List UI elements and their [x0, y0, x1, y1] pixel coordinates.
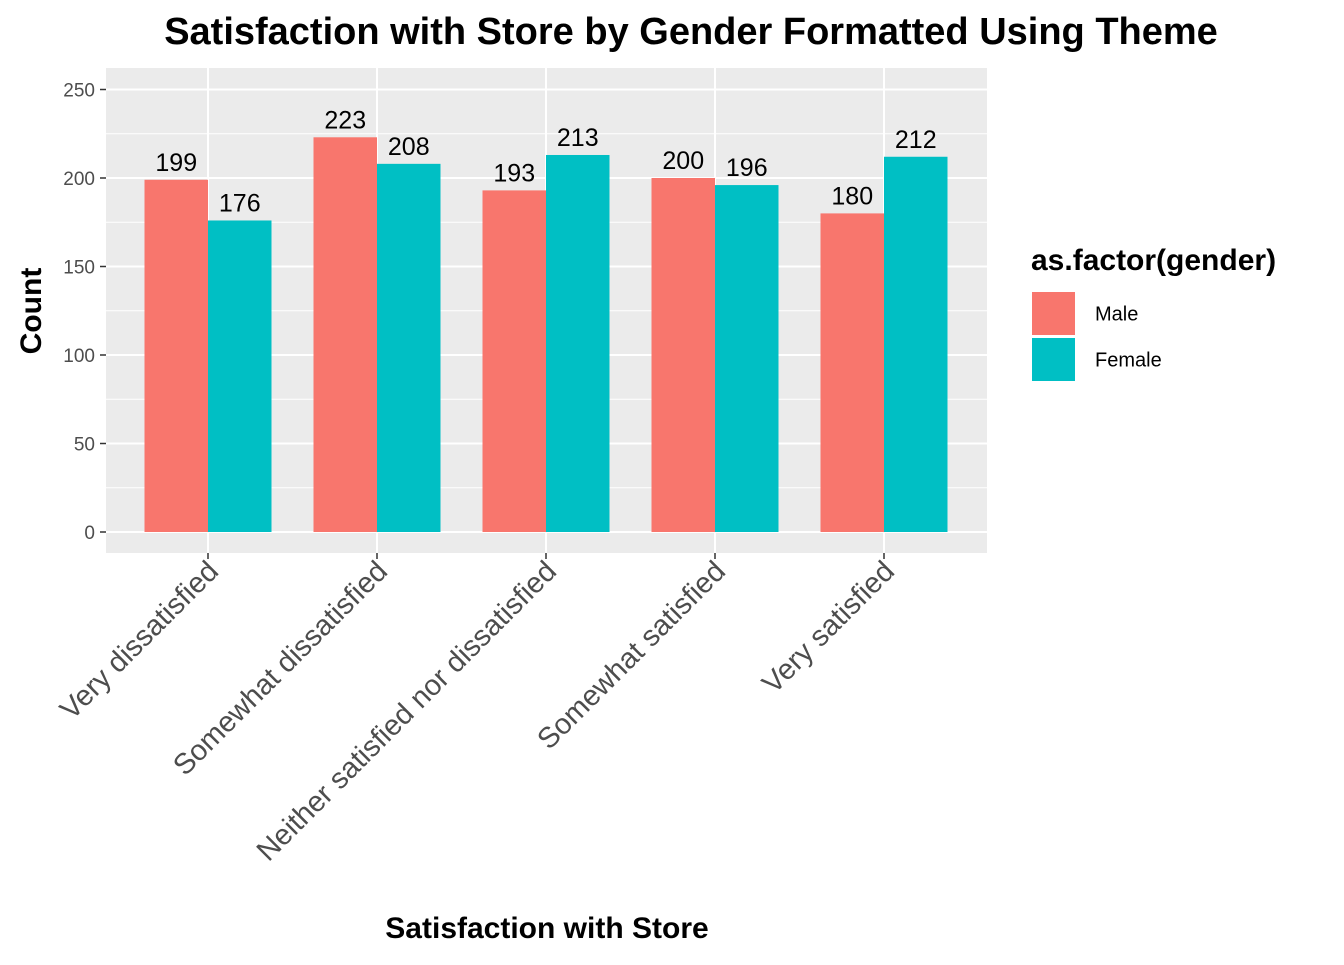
bar-value-label: 196	[726, 154, 768, 182]
legend-label-female: Female	[1095, 350, 1162, 372]
bar-value-label: 200	[662, 147, 704, 175]
bar-value-label: 180	[831, 182, 873, 210]
x-tick-label: Very dissatisfied	[54, 555, 225, 726]
bar-value-label: 212	[895, 126, 937, 154]
bar-male	[144, 179, 208, 532]
legend-key-female	[1030, 336, 1077, 383]
bar-value-label: 223	[324, 106, 366, 134]
y-tick-label: 100	[63, 346, 95, 367]
legend-key-male	[1030, 290, 1077, 337]
chart-title: Satisfaction with Store by Gender Format…	[164, 11, 1218, 53]
bar-value-label: 176	[219, 189, 261, 217]
x-tick-label: Very satisfied	[756, 555, 901, 700]
y-tick-label: 50	[74, 435, 95, 456]
y-tick-label: 0	[84, 523, 95, 544]
bar-value-label: 193	[493, 159, 535, 187]
bar-female	[884, 156, 948, 532]
y-axis-title: Count	[15, 268, 48, 355]
bar-male	[651, 178, 715, 532]
x-tick-label: Somewhat satisfied	[532, 555, 732, 755]
y-tick-label: 200	[63, 169, 95, 190]
bar-female	[208, 220, 272, 533]
legend-title: as.factor(gender)	[1031, 244, 1276, 277]
bar-value-label: 199	[155, 149, 197, 177]
x-tick-label: Neither satisfied nor dissatisfied	[251, 555, 563, 867]
y-tick-label: 150	[63, 258, 95, 279]
plot-area: 0 50 100 150 200 250 199 176 Very dissatisfied 22…	[54, 68, 987, 867]
bar-female	[377, 163, 441, 532]
bar-value-label: 208	[388, 133, 430, 161]
legend-label-male: Male	[1095, 304, 1138, 326]
x-axis-title: Satisfaction with Store	[385, 912, 708, 945]
legend: as.factor(gender) Male Female	[1030, 244, 1276, 383]
bar-value-label: 213	[557, 124, 599, 152]
y-tick-label: 250	[63, 81, 95, 102]
bar-male	[820, 213, 884, 532]
bar-male	[482, 190, 546, 532]
bar-female	[715, 185, 779, 532]
bar-female	[546, 154, 610, 533]
bar-male	[313, 137, 377, 533]
